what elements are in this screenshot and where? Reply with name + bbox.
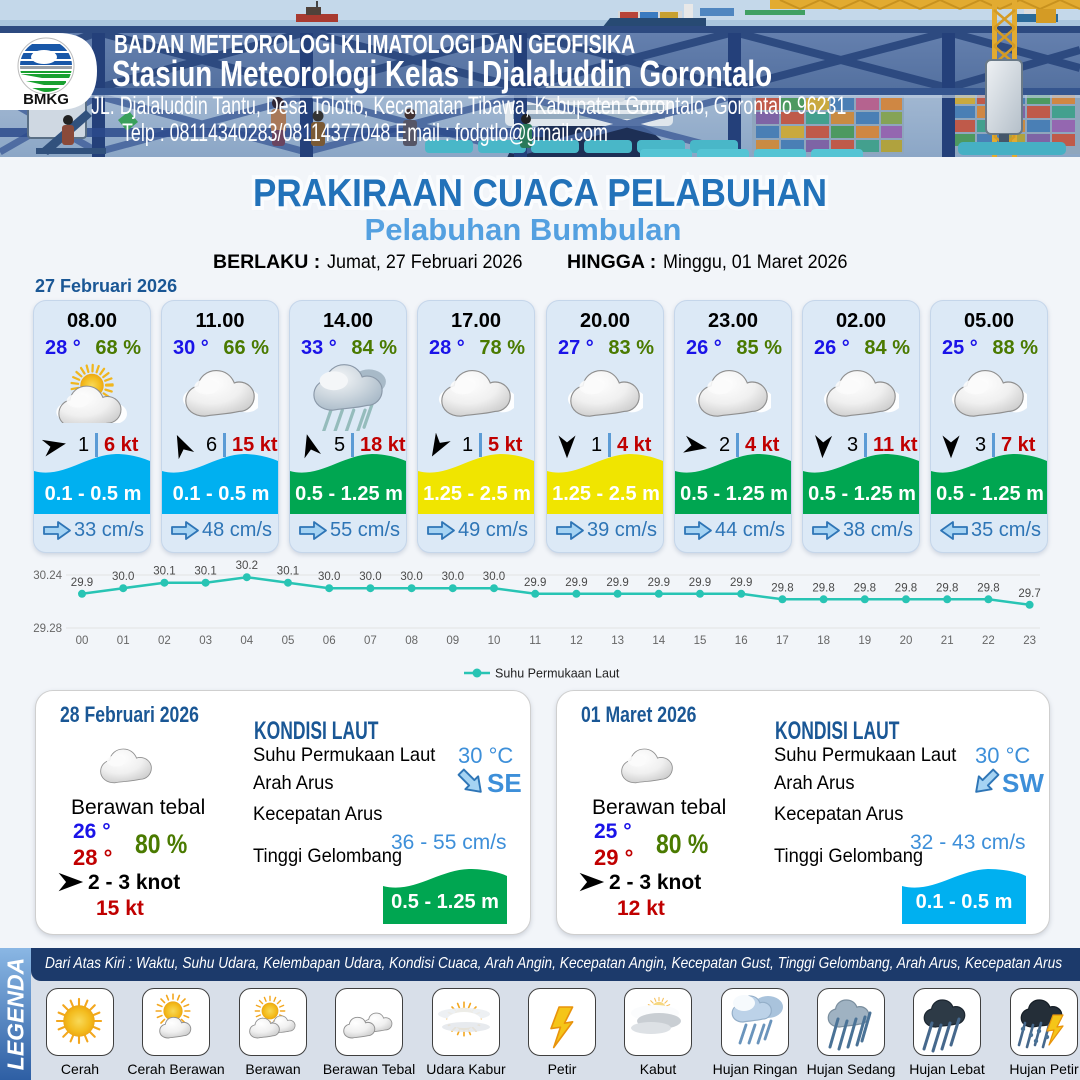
svg-text:30.0: 30.0 xyxy=(318,571,340,583)
svg-text:30.0: 30.0 xyxy=(112,571,134,583)
svg-text:29.8: 29.8 xyxy=(854,582,876,594)
svg-text:04: 04 xyxy=(240,635,253,647)
svg-text:20: 20 xyxy=(900,635,913,647)
svg-text:29.9: 29.9 xyxy=(730,577,752,589)
svg-text:12: 12 xyxy=(570,635,583,647)
svg-text:13: 13 xyxy=(611,635,624,647)
svg-text:30.2: 30.2 xyxy=(236,560,258,572)
svg-text:29.28: 29.28 xyxy=(33,623,62,635)
svg-text:15: 15 xyxy=(694,635,707,647)
svg-text:29.8: 29.8 xyxy=(771,582,793,594)
svg-text:14: 14 xyxy=(652,635,665,647)
svg-text:16: 16 xyxy=(735,635,748,647)
svg-text:30.0: 30.0 xyxy=(400,571,422,583)
svg-text:17: 17 xyxy=(776,635,789,647)
svg-text:07: 07 xyxy=(364,635,377,647)
svg-text:BMKG: BMKG xyxy=(23,91,69,108)
svg-text:18: 18 xyxy=(817,635,830,647)
svg-text:10: 10 xyxy=(488,635,501,647)
svg-text:23: 23 xyxy=(1023,635,1036,647)
svg-text:29.9: 29.9 xyxy=(524,577,546,589)
svg-text:Suhu Permukaan Laut: Suhu Permukaan Laut xyxy=(495,667,620,681)
svg-text:29.8: 29.8 xyxy=(895,582,917,594)
svg-text:29.9: 29.9 xyxy=(606,577,628,589)
svg-text:19: 19 xyxy=(858,635,871,647)
svg-text:30.0: 30.0 xyxy=(483,571,505,583)
svg-text:02: 02 xyxy=(158,635,171,647)
svg-text:30.1: 30.1 xyxy=(153,566,175,578)
svg-text:08: 08 xyxy=(405,635,418,647)
svg-text:29.9: 29.9 xyxy=(648,577,670,589)
svg-text:11: 11 xyxy=(529,635,541,647)
svg-text:29.9: 29.9 xyxy=(689,577,711,589)
svg-text:01: 01 xyxy=(117,635,130,647)
svg-text:29.9: 29.9 xyxy=(71,577,93,589)
svg-text:21: 21 xyxy=(941,635,954,647)
svg-text:06: 06 xyxy=(323,635,336,647)
svg-text:00: 00 xyxy=(76,635,89,647)
svg-text:05: 05 xyxy=(282,635,295,647)
svg-text:29.7: 29.7 xyxy=(1018,588,1040,600)
svg-text:29.8: 29.8 xyxy=(936,582,958,594)
svg-text:30.0: 30.0 xyxy=(359,571,381,583)
svg-text:29.9: 29.9 xyxy=(565,577,587,589)
svg-text:30.1: 30.1 xyxy=(277,566,299,578)
svg-text:29.8: 29.8 xyxy=(977,582,999,594)
svg-text:03: 03 xyxy=(199,635,212,647)
svg-text:30.24: 30.24 xyxy=(33,570,62,582)
svg-text:22: 22 xyxy=(982,635,995,647)
svg-text:09: 09 xyxy=(446,635,459,647)
svg-text:30.1: 30.1 xyxy=(194,566,216,578)
svg-text:30.0: 30.0 xyxy=(442,571,464,583)
svg-text:29.8: 29.8 xyxy=(812,582,834,594)
